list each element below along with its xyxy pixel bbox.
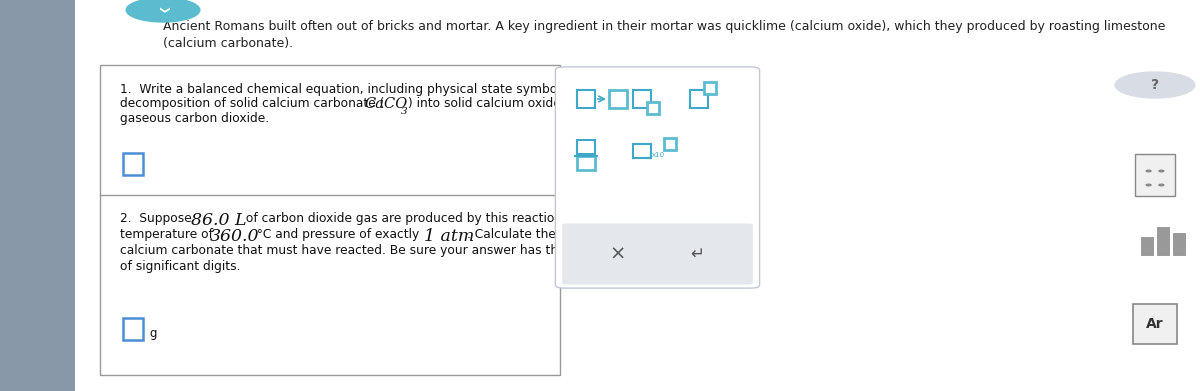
FancyBboxPatch shape (1174, 233, 1186, 255)
Text: g: g (149, 327, 156, 340)
Text: . Calculate the mass of: . Calculate the mass of (467, 228, 607, 241)
FancyBboxPatch shape (577, 90, 595, 108)
Text: 1.  Write a balanced chemical equation, including physical state symbols, for th: 1. Write a balanced chemical equation, i… (120, 83, 616, 96)
FancyBboxPatch shape (1134, 304, 1177, 344)
FancyBboxPatch shape (1141, 237, 1153, 255)
FancyBboxPatch shape (74, 0, 1200, 391)
FancyBboxPatch shape (556, 67, 760, 288)
Circle shape (1146, 170, 1151, 172)
FancyBboxPatch shape (608, 90, 628, 108)
Text: 86.0 L: 86.0 L (192, 212, 247, 229)
Text: 2.  Suppose: 2. Suppose (120, 212, 196, 225)
Text: 360.0: 360.0 (210, 228, 259, 245)
Circle shape (1115, 72, 1195, 98)
FancyBboxPatch shape (122, 153, 143, 175)
Text: ×: × (610, 244, 626, 264)
FancyBboxPatch shape (647, 102, 659, 114)
FancyBboxPatch shape (562, 223, 752, 285)
Text: 1 atm: 1 atm (424, 228, 474, 245)
Circle shape (1159, 184, 1164, 186)
FancyBboxPatch shape (577, 140, 595, 154)
FancyBboxPatch shape (634, 144, 650, 158)
Text: of significant digits.: of significant digits. (120, 260, 240, 273)
Text: of carbon dioxide gas are produced by this reaction, at a: of carbon dioxide gas are produced by th… (242, 212, 594, 225)
Circle shape (126, 0, 200, 22)
FancyBboxPatch shape (634, 90, 650, 108)
Text: x10: x10 (652, 152, 665, 158)
FancyBboxPatch shape (664, 138, 676, 150)
Text: temperature of: temperature of (120, 228, 217, 241)
FancyBboxPatch shape (100, 65, 560, 375)
Text: Ar: Ar (1146, 317, 1164, 331)
Text: Ancient Romans built often out of bricks and mortar. A key ingredient in their m: Ancient Romans built often out of bricks… (163, 20, 1165, 33)
FancyBboxPatch shape (0, 0, 74, 391)
FancyBboxPatch shape (690, 90, 708, 108)
Text: calcium carbonate that must have reacted. Be sure your answer has the correct nu: calcium carbonate that must have reacted… (120, 244, 665, 257)
Text: decomposition of solid calcium carbonate (: decomposition of solid calcium carbonate… (120, 97, 384, 111)
FancyBboxPatch shape (122, 318, 143, 340)
Text: gaseous carbon dioxide.: gaseous carbon dioxide. (120, 112, 269, 125)
FancyBboxPatch shape (577, 156, 595, 170)
FancyBboxPatch shape (1135, 154, 1175, 196)
FancyBboxPatch shape (704, 82, 716, 94)
Circle shape (1146, 184, 1151, 186)
Circle shape (1159, 170, 1164, 172)
Text: (calcium carbonate).: (calcium carbonate). (163, 37, 293, 50)
Text: ) into solid calcium oxide and: ) into solid calcium oxide and (408, 97, 587, 111)
Text: ?: ? (1151, 78, 1159, 92)
Text: ❯: ❯ (158, 6, 168, 14)
Text: °C and pressure of exactly: °C and pressure of exactly (253, 228, 424, 241)
Text: ↵: ↵ (690, 245, 704, 263)
FancyBboxPatch shape (1157, 227, 1169, 255)
Text: CaCO: CaCO (365, 97, 408, 111)
Text: 3: 3 (401, 107, 408, 116)
